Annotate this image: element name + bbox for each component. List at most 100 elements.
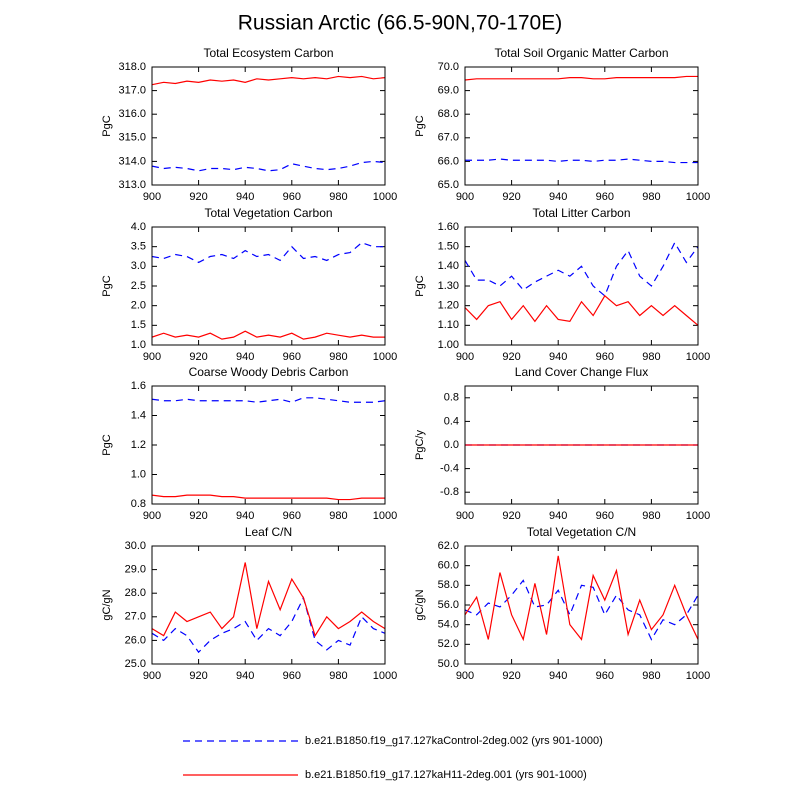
- y-tick-label: 315.0: [118, 132, 146, 144]
- x-tick-label: 900: [456, 670, 474, 682]
- y-tick-label: 58.0: [438, 579, 459, 591]
- y-tick-label: 29.0: [125, 564, 146, 576]
- y-tick-label: 50.0: [438, 658, 459, 670]
- x-tick-label: 960: [283, 670, 301, 682]
- x-tick-label: 940: [549, 191, 567, 203]
- plot-frame: [464, 226, 699, 346]
- plot-frame: [151, 545, 386, 665]
- series-line: [464, 579, 699, 641]
- series-line: [151, 330, 385, 340]
- y-tick-label: 4.0: [131, 221, 146, 233]
- y-tick-label: 316.0: [118, 108, 146, 120]
- x-tick-label: 900: [143, 351, 161, 363]
- legend-label: b.e21.B1850.f19_g17.127kaH11-2deg.001 (y…: [305, 769, 587, 781]
- panel-title: Total Vegetation Carbon: [204, 206, 332, 220]
- y-tick-label: 1.10: [438, 319, 459, 331]
- x-tick-label: 1000: [373, 510, 397, 522]
- y-tick-label: 25.0: [125, 658, 146, 670]
- x-tick-label: 980: [329, 351, 347, 363]
- plot-frame: [151, 66, 386, 186]
- y-tick-label: 318.0: [118, 61, 146, 73]
- y-tick-label: -0.4: [440, 463, 459, 475]
- y-tick-label: 56.0: [438, 599, 459, 611]
- y-tick-label: 30.0: [125, 540, 146, 552]
- y-tick-label: 0.8: [131, 498, 146, 510]
- y-tick-label: 3.0: [131, 260, 146, 272]
- x-tick-label: 960: [596, 510, 614, 522]
- series-line: [151, 397, 386, 403]
- y-tick-label: 3.5: [131, 241, 146, 253]
- y-tick-label: 1.6: [131, 380, 146, 392]
- y-tick-label: 1.00: [438, 339, 459, 351]
- y-tick-label: 1.20: [438, 300, 459, 312]
- series-line: [151, 562, 386, 638]
- x-tick-label: 940: [549, 510, 567, 522]
- x-tick-label: 1000: [373, 670, 397, 682]
- x-tick-label: 960: [283, 351, 301, 363]
- plot-frame: [464, 66, 699, 186]
- y-tick-label: 314.0: [118, 155, 146, 167]
- y-tick-label: 27.0: [125, 611, 146, 623]
- y-tick-label: 65.0: [438, 179, 459, 191]
- x-tick-label: 900: [456, 351, 474, 363]
- y-tick-label: 1.60: [438, 221, 459, 233]
- x-tick-label: 960: [283, 510, 301, 522]
- y-tick-label: 1.2: [131, 439, 146, 451]
- x-tick-label: 940: [236, 510, 254, 522]
- x-tick-label: 900: [143, 510, 161, 522]
- x-tick-label: 980: [642, 670, 660, 682]
- x-tick-label: 900: [456, 191, 474, 203]
- x-tick-label: 1000: [686, 670, 710, 682]
- figure-title: Russian Arctic (66.5-90N,70-170E): [238, 12, 563, 35]
- x-tick-label: 980: [329, 510, 347, 522]
- y-tick-label: 0.0: [444, 439, 459, 451]
- x-tick-label: 960: [596, 351, 614, 363]
- x-tick-label: 980: [642, 351, 660, 363]
- x-tick-label: 920: [189, 191, 207, 203]
- y-tick-label: 70.0: [438, 61, 459, 73]
- y-tick-label: 54.0: [438, 619, 459, 631]
- x-tick-label: 920: [502, 510, 520, 522]
- y-axis-label: PgC: [414, 115, 426, 136]
- x-tick-label: 900: [456, 510, 474, 522]
- x-tick-label: 940: [236, 670, 254, 682]
- x-tick-label: 920: [502, 670, 520, 682]
- series-line: [464, 75, 698, 81]
- x-tick-label: 940: [236, 351, 254, 363]
- panel-title: Total Ecosystem Carbon: [203, 46, 333, 60]
- x-tick-label: 1000: [686, 191, 710, 203]
- x-tick-label: 960: [283, 191, 301, 203]
- plot-frame: [464, 385, 699, 505]
- y-tick-label: 1.30: [438, 280, 459, 292]
- panel-title: Land Cover Change Flux: [515, 365, 648, 379]
- panel-title: Total Litter Carbon: [532, 206, 630, 220]
- panel-title: Leaf C/N: [245, 525, 292, 539]
- x-tick-label: 920: [502, 351, 520, 363]
- series-line: [151, 596, 386, 654]
- x-tick-label: 920: [189, 510, 207, 522]
- x-tick-label: 980: [329, 670, 347, 682]
- y-axis-label: PgC/y: [414, 430, 426, 460]
- y-axis-label: gC/gN: [414, 589, 426, 620]
- y-tick-label: 0.4: [444, 415, 459, 427]
- x-tick-label: 1000: [686, 351, 710, 363]
- y-tick-label: 69.0: [438, 85, 459, 97]
- plot-frame: [464, 545, 699, 665]
- x-tick-label: 1000: [373, 351, 397, 363]
- y-tick-label: 28.0: [125, 587, 146, 599]
- series-line: [464, 294, 699, 326]
- y-tick-label: 1.40: [438, 260, 459, 272]
- y-tick-label: 62.0: [438, 540, 459, 552]
- y-tick-label: 52.0: [438, 638, 459, 650]
- series-line: [464, 555, 699, 642]
- panel-title: Coarse Woody Debris Carbon: [189, 365, 349, 379]
- y-tick-label: 1.0: [131, 468, 146, 480]
- series-line: [151, 242, 385, 264]
- y-axis-label: PgC: [101, 275, 113, 296]
- legend-label: b.e21.B1850.f19_g17.127kaControl-2deg.00…: [305, 735, 603, 747]
- y-tick-label: 1.4: [131, 409, 146, 421]
- x-tick-label: 940: [236, 191, 254, 203]
- x-tick-label: 980: [329, 191, 347, 203]
- series-line: [464, 241, 699, 297]
